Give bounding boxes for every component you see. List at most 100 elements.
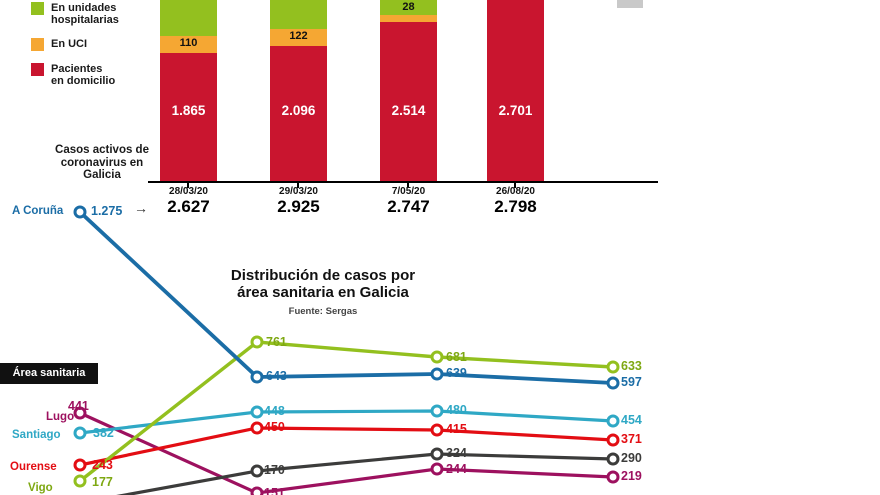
legend-item-domicilio: Pacientes en domicilio (31, 63, 115, 87)
dark-marker (250, 464, 264, 478)
series-ourense-line (73, 421, 620, 472)
axis-tick-4 (514, 183, 516, 188)
santiago-marker (606, 414, 620, 428)
dark-marker (430, 447, 444, 461)
value-acoruna-1: 1.275 (91, 204, 123, 218)
lugo-marker (250, 486, 264, 495)
legend-swatch-domicilio (31, 63, 44, 76)
legend-label-uci: En UCI (51, 38, 88, 50)
area-label-acoruna: A Coruña (12, 205, 64, 217)
value-ourense-4: 371 (621, 432, 642, 446)
area-label-ourense: Ourense (10, 461, 57, 473)
value-vigo-3: 681 (446, 350, 467, 364)
bar2-uci-value: 122 (289, 30, 308, 42)
source-label: Fuente: Sergas (288, 306, 358, 317)
value-lugo-3: 244 (446, 462, 467, 476)
value-dark-3: 324 (446, 446, 467, 460)
santiago-polyline (79, 409, 614, 435)
bar-column-4: 2.701 (487, 0, 544, 181)
total-label-4: 2.798 (494, 197, 537, 216)
axis-tick-1 (187, 183, 189, 188)
value-lugo-2: 151 (264, 486, 285, 495)
value-vigo-1: 177 (92, 475, 113, 489)
legend-label-domicilio: Pacientes en domicilio (51, 63, 116, 87)
series-lugo-line (73, 406, 620, 495)
bar3-uci-value: 28 (402, 1, 415, 13)
bar2-uci-segment (270, 29, 327, 46)
value-ourense-2: 450 (264, 420, 285, 434)
value-dark-2: 170 (264, 463, 285, 477)
lugo-polyline (79, 411, 614, 495)
bar4-domicilio-value: 2.701 (498, 103, 533, 118)
axis-tick-3 (407, 183, 409, 188)
value-santiago-1: 382 (93, 426, 114, 440)
bar1-uci-value: 110 (179, 37, 198, 49)
vigo-polyline (78, 340, 614, 483)
axis-tick-2 (297, 183, 299, 188)
vigo-marker (430, 350, 444, 364)
series-santiago-line (73, 404, 620, 440)
bar3-domicilio-segment (380, 22, 437, 181)
area-sanitaria-box: Área sanitaria (0, 363, 98, 384)
value-acoruna-3: 639 (446, 366, 467, 380)
value-vigo-2: 761 (266, 335, 287, 349)
lugo-marker (606, 470, 620, 484)
series-vigo-line (73, 335, 620, 488)
value-santiago-4: 454 (621, 413, 642, 427)
value-ourense-3: 415 (446, 422, 467, 436)
acoruna-marker (606, 376, 620, 390)
value-ourense-1: 243 (92, 458, 113, 472)
value-acoruna-2: 643 (266, 369, 287, 383)
bar1-hospital-segment (160, 0, 217, 36)
date-label-4: 26/08/20 (496, 186, 535, 197)
area-label-vigo: Vigo (28, 482, 53, 494)
value-acoruna-4: 597 (621, 375, 642, 389)
bar4-domicilio-segment (487, 0, 544, 181)
bar2-domicilio-segment (270, 46, 327, 181)
vigo-marker (250, 335, 264, 349)
bar-column-1: 110 1.865 (160, 0, 217, 181)
acoruna-marker (73, 205, 87, 219)
total-label-3: 2.747 (387, 197, 430, 216)
series-dark-line (116, 447, 620, 495)
total-label-1: 2.627 (167, 197, 210, 216)
area-label-lugo: Lugo (46, 411, 75, 423)
acoruna-marker (250, 370, 264, 384)
value-dark-4: 290 (621, 451, 642, 465)
bar1-domicilio-segment (160, 53, 217, 181)
dark-polyline (116, 452, 614, 495)
value-santiago-3: 480 (446, 403, 467, 417)
ourense-polyline (79, 426, 614, 467)
area-label-santiago: Santiago (12, 429, 61, 441)
total-label-2: 2.925 (277, 197, 320, 216)
ourense-marker (73, 458, 87, 472)
lugo-marker (430, 462, 444, 476)
bar1-uci-segment (160, 36, 217, 53)
ourense-marker (430, 423, 444, 437)
bar-column-3: 28 2.514 (380, 0, 437, 181)
acoruna-marker (430, 367, 444, 381)
value-lugo-1: 441 (68, 399, 89, 413)
dark-marker (606, 452, 620, 466)
bar3-uci-segment (380, 15, 437, 22)
legend-label-hospital: En unidades hospitalarias (51, 2, 119, 26)
legend-item-uci: En UCI (31, 38, 87, 51)
ourense-marker (250, 421, 264, 435)
bar-column-2: 122 2.096 (270, 0, 327, 181)
santiago-marker (250, 405, 264, 419)
santiago-marker (73, 426, 87, 440)
vigo-marker (73, 474, 87, 488)
bar-chart-title: Casos activos de coronavirus en Galicia (55, 144, 149, 181)
bar-axis-line (148, 181, 658, 183)
bar1-domicilio-value: 1.865 (171, 103, 206, 118)
legend-swatch-uci (31, 38, 44, 51)
value-vigo-4: 633 (621, 359, 642, 373)
arrow-icon: → (134, 200, 148, 216)
legend-swatch-hospital (31, 2, 44, 15)
line-chart-title: Distribución de casos por área sanitaria… (230, 267, 416, 301)
bar2-domicilio-value: 2.096 (281, 103, 316, 118)
bar3-hospital-segment (380, 0, 437, 15)
ourense-marker (606, 433, 620, 447)
